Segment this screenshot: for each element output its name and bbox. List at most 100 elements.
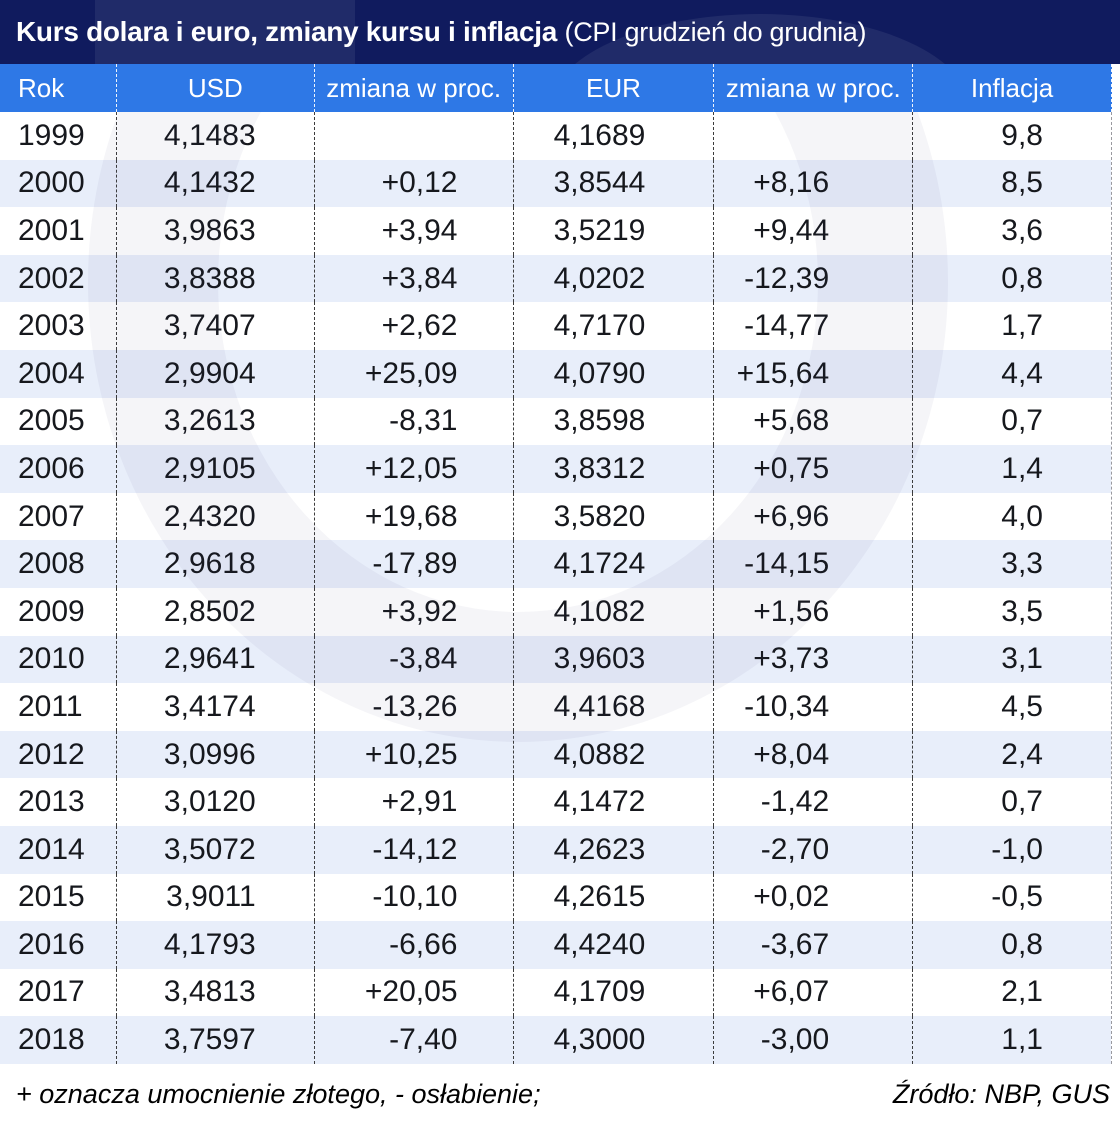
table-cell: 2003 xyxy=(18,309,85,343)
table-cell: 3,9863 xyxy=(115,207,314,255)
table-cell: 4,1432 xyxy=(115,159,314,208)
table-cell: 4,1724 xyxy=(512,540,714,588)
table-cell: +0,12 xyxy=(313,159,513,208)
table-cell: 4,0202 xyxy=(512,254,714,303)
table-row: 2002 3,8388 +3,84 4,0202 -12,39 0,8 xyxy=(0,254,1111,303)
table-row: 2014 3,5072 -14,12 4,2623 -2,70 -1,0 xyxy=(0,825,1111,874)
header-cell: EUR xyxy=(512,64,714,112)
table-cell: 2,9641 xyxy=(115,635,314,684)
table-cell: 2,8502 xyxy=(115,587,314,636)
table-cell: +10,25 xyxy=(313,730,513,779)
table-row: 2017 3,4813 +20,05 4,1709 +6,07 2,1 xyxy=(0,968,1111,1017)
table-cell: 3,6 xyxy=(912,207,1111,255)
table-row: 2016 4,1793 -6,66 4,4240 -3,67 0,8 xyxy=(0,921,1111,969)
table-cell: +3,94 xyxy=(313,207,513,255)
table-cell: 2016 xyxy=(18,927,85,961)
table-cell: 2008 xyxy=(18,547,85,581)
table-cell: -2,70 xyxy=(713,825,912,874)
table-cell: 1,7 xyxy=(912,302,1111,350)
table-cell: +0,75 xyxy=(713,445,912,493)
table-cell: 4,1793 xyxy=(115,921,314,969)
footer: + oznacza umocnienie złotego, - osłabien… xyxy=(0,1064,1120,1124)
table-row: 2012 3,0996 +10,25 4,0882 +8,04 2,4 xyxy=(0,730,1111,779)
table-cell: 0,7 xyxy=(912,778,1111,826)
header-cell: Inflacja xyxy=(912,64,1111,112)
table-cell: 4,4168 xyxy=(512,683,714,731)
table-cell: 3,8312 xyxy=(512,445,714,493)
table-cell: 1999 xyxy=(18,118,85,152)
table-cell: -10,10 xyxy=(313,873,513,922)
table-cell: 2015 xyxy=(18,880,85,914)
table-cell: 4,0882 xyxy=(512,730,714,779)
table-cell: +5,68 xyxy=(713,397,912,446)
table-row: 2011 3,4174 -13,26 4,4168 -10,34 4,5 xyxy=(0,683,1111,731)
page-title-note: (CPI grudzień do grudnia) xyxy=(564,17,867,47)
table-cell: 3,2613 xyxy=(115,397,314,446)
table-cell: -8,31 xyxy=(313,397,513,446)
header-cell: zmiana w proc. xyxy=(713,64,912,112)
table-cell: 3,4174 xyxy=(115,683,314,731)
table-cell: 2013 xyxy=(18,785,85,819)
table-cell: +2,62 xyxy=(313,302,513,350)
table-row: 2005 3,2613 -8,31 3,8598 +5,68 0,7 xyxy=(0,397,1111,446)
page-title-text: Kurs dolara i euro, zmiany kursu i infla… xyxy=(16,16,558,47)
table-cell: 2000 xyxy=(18,166,85,200)
table-cell xyxy=(713,112,912,160)
table-cell: 2,9105 xyxy=(115,445,314,493)
table-cell: 2,9904 xyxy=(115,349,314,398)
table-cell: 2014 xyxy=(18,832,85,866)
table-cell: 3,7597 xyxy=(115,1016,314,1064)
table-cell: 3,5072 xyxy=(115,825,314,874)
table-row: 2015 3,9011 -10,10 4,2615 +0,02 -0,5 xyxy=(0,873,1111,922)
table-row: 2006 2,9105 +12,05 3,8312 +0,75 1,4 xyxy=(0,445,1111,493)
table-cell: 2011 xyxy=(18,689,83,723)
table-cell: 2018 xyxy=(18,1023,85,1057)
table-cell: 1,1 xyxy=(912,1016,1111,1064)
table-cell: 2009 xyxy=(18,594,85,628)
table-cell: 4,1483 xyxy=(115,112,314,160)
table-cell: -7,40 xyxy=(313,1016,513,1064)
table-cell: 3,9603 xyxy=(512,635,714,684)
table-cell: 2001 xyxy=(18,213,85,247)
table-cell: +3,73 xyxy=(713,635,912,684)
table-row: 2007 2,4320 +19,68 3,5820 +6,96 4,0 xyxy=(0,492,1111,541)
table-cell: 2010 xyxy=(18,642,85,676)
table-cell: +25,09 xyxy=(313,349,513,398)
table-cell: 3,1 xyxy=(912,635,1111,684)
table-cell: 8,5 xyxy=(912,159,1111,208)
table-cell: +3,92 xyxy=(313,587,513,636)
table-cell: 2002 xyxy=(18,261,85,295)
table-cell: 4,1689 xyxy=(512,112,714,160)
title-bar: Kurs dolara i euro, zmiany kursu i infla… xyxy=(0,0,1120,64)
table-cell: 9,8 xyxy=(912,112,1111,160)
table-cell: 2007 xyxy=(18,499,85,533)
table-cell: +6,07 xyxy=(713,968,912,1017)
table-cell: -17,89 xyxy=(313,540,513,588)
header-cell: Rok xyxy=(18,72,65,103)
table-cell: +20,05 xyxy=(313,968,513,1017)
table-cell: 4,4 xyxy=(912,349,1111,398)
table-cell: 2,9618 xyxy=(115,540,314,588)
table-cell: 3,8598 xyxy=(512,397,714,446)
header-cell: zmiana w proc. xyxy=(313,64,513,112)
table-cell: 0,8 xyxy=(912,254,1111,303)
table-cell: 3,8388 xyxy=(115,254,314,303)
table-body: 1999 4,1483 4,1689 9,8 2000 4,1432 +0,12 3,8544… xyxy=(0,112,1112,1064)
table-row: 2008 2,9618 -17,89 4,1724 -14,15 3,3 xyxy=(0,540,1111,588)
table-cell: -13,26 xyxy=(313,683,513,731)
table-cell: 4,0790 xyxy=(512,349,714,398)
table-cell: +0,02 xyxy=(713,873,912,922)
table-row: 2004 2,9904 +25,09 4,0790 +15,64 4,4 xyxy=(0,349,1111,398)
table-cell: 4,1082 xyxy=(512,587,714,636)
table-cell: 3,4813 xyxy=(115,968,314,1017)
table-cell: 4,1709 xyxy=(512,968,714,1017)
table-cell: 4,2623 xyxy=(512,825,714,874)
table-cell: +9,44 xyxy=(713,207,912,255)
table-cell: +6,96 xyxy=(713,492,912,541)
table-cell: 3,0120 xyxy=(115,778,314,826)
table-cell: 3,3 xyxy=(912,540,1111,588)
table-cell: 4,2615 xyxy=(512,873,714,922)
table-cell: +3,84 xyxy=(313,254,513,303)
table-header-row: Rok USD zmiana w proc. EUR zmiana w proc. Inf… xyxy=(0,64,1112,112)
table-cell: +8,04 xyxy=(713,730,912,779)
